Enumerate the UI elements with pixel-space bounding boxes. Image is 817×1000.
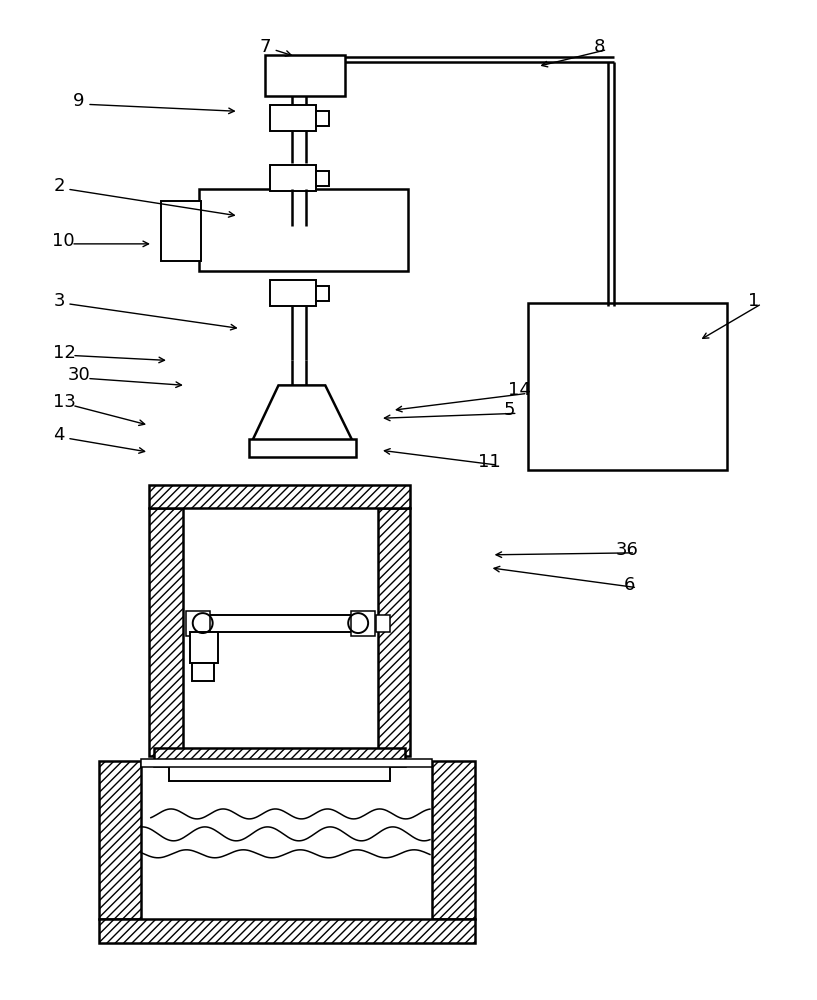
Text: 4: 4 (53, 426, 65, 444)
Bar (316, 286, 329, 301)
Bar (188, 615, 373, 632)
Text: 10: 10 (51, 232, 74, 250)
Bar (183, 485, 378, 756)
Text: 13: 13 (53, 393, 76, 411)
Bar (149, 508, 183, 756)
Bar (199, 189, 408, 271)
Bar (141, 759, 432, 767)
Polygon shape (252, 385, 352, 440)
Text: 3: 3 (53, 292, 65, 310)
Bar (248, 439, 356, 457)
Bar (99, 919, 475, 943)
Text: 9: 9 (74, 92, 85, 110)
Bar (190, 632, 217, 663)
Text: 12: 12 (53, 344, 76, 362)
Bar (161, 201, 201, 261)
Bar (99, 761, 141, 919)
Bar (378, 508, 410, 756)
Text: 11: 11 (478, 453, 501, 471)
Bar (266, 55, 346, 96)
Bar (528, 303, 727, 470)
Bar (270, 280, 316, 306)
Text: 7: 7 (260, 38, 271, 56)
Bar (316, 171, 329, 186)
Text: 6: 6 (623, 576, 635, 594)
Text: 8: 8 (594, 38, 605, 56)
Text: 14: 14 (508, 381, 531, 399)
Text: 5: 5 (504, 401, 516, 419)
Bar (270, 165, 316, 191)
Text: 30: 30 (68, 366, 91, 384)
Bar (351, 611, 375, 636)
Bar (376, 615, 390, 632)
Bar (432, 761, 475, 919)
Bar (192, 663, 214, 681)
Bar (154, 748, 405, 766)
Text: 2: 2 (53, 177, 65, 195)
Bar (270, 105, 316, 131)
Bar (185, 611, 210, 636)
Text: 1: 1 (748, 292, 760, 310)
Bar (169, 766, 390, 781)
Bar (141, 761, 432, 919)
Text: 36: 36 (616, 541, 639, 559)
Bar (149, 485, 410, 508)
Bar (316, 111, 329, 126)
